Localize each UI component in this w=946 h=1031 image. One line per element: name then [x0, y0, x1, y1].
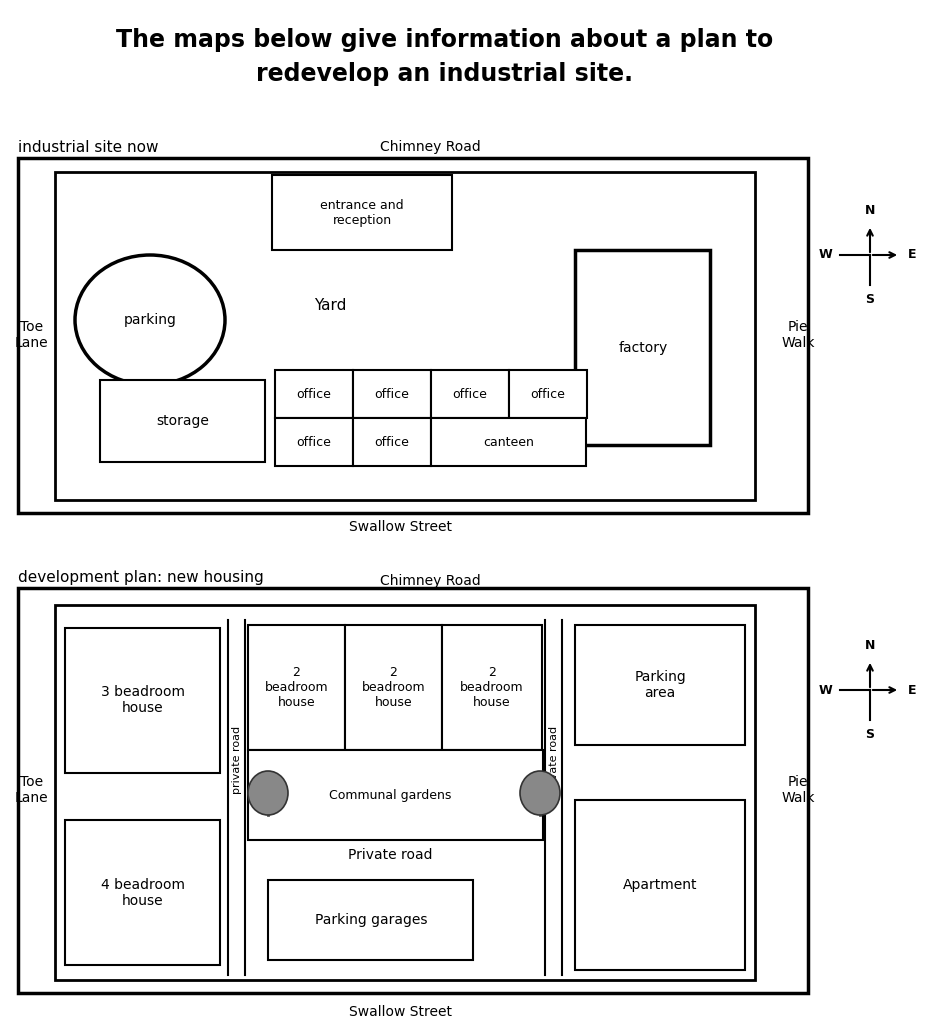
Text: canteen: canteen	[483, 435, 534, 448]
Bar	[272, 175, 452, 250]
Ellipse shape	[248, 771, 288, 814]
Text: W: W	[818, 248, 832, 262]
Bar	[345, 625, 442, 750]
Bar	[275, 370, 353, 418]
Text: private road: private road	[232, 726, 242, 794]
Bar	[65, 628, 220, 773]
Bar	[275, 418, 353, 466]
Bar	[100, 380, 265, 462]
Text: redevelop an industrial site.: redevelop an industrial site.	[256, 62, 633, 86]
Bar	[55, 605, 755, 980]
Text: private road: private road	[549, 726, 559, 794]
Bar	[442, 625, 542, 750]
Text: W: W	[818, 684, 832, 697]
Text: entrance and
reception: entrance and reception	[320, 199, 404, 227]
Text: Parking
area: Parking area	[634, 670, 686, 700]
Text: Swallow Street: Swallow Street	[348, 520, 451, 534]
Bar	[353, 418, 431, 466]
Text: E: E	[908, 684, 917, 697]
Text: Chimney Road: Chimney Road	[379, 574, 481, 588]
Text: Communal gardens: Communal gardens	[329, 789, 451, 801]
Bar	[55, 172, 755, 500]
Text: office: office	[375, 435, 410, 448]
Bar	[575, 625, 745, 745]
Bar	[268, 880, 473, 960]
Bar	[353, 370, 431, 418]
Text: 3 beadroom
house: 3 beadroom house	[101, 685, 185, 716]
Text: Parking garages: Parking garages	[315, 913, 428, 927]
Text: 2
beadroom
house: 2 beadroom house	[460, 666, 524, 709]
Text: Toe
Lane: Toe Lane	[15, 320, 48, 351]
Bar	[575, 250, 710, 445]
Text: The maps below give information about a plan to: The maps below give information about a …	[116, 28, 773, 52]
Text: E: E	[908, 248, 917, 262]
Text: factory: factory	[619, 341, 668, 355]
Text: S: S	[866, 293, 874, 306]
Text: S: S	[866, 728, 874, 741]
Text: office: office	[531, 388, 566, 400]
Bar	[18, 588, 808, 993]
Text: Toe
Lane: Toe Lane	[15, 775, 48, 805]
Bar	[431, 370, 509, 418]
Text: 4 beadroom
house: 4 beadroom house	[101, 878, 185, 908]
Bar	[248, 750, 543, 840]
Text: Pie
Walk: Pie Walk	[781, 320, 815, 351]
Text: N: N	[865, 639, 875, 652]
Text: Chimney Road: Chimney Road	[379, 140, 481, 154]
Text: industrial site now: industrial site now	[18, 140, 159, 155]
Text: Private road: Private road	[348, 849, 432, 862]
Text: Pie
Walk: Pie Walk	[781, 775, 815, 805]
Bar	[18, 158, 808, 513]
Text: office: office	[452, 388, 487, 400]
Text: N: N	[865, 204, 875, 217]
Text: development plan: new housing: development plan: new housing	[18, 570, 264, 585]
Text: office: office	[375, 388, 410, 400]
Text: 2
beadroom
house: 2 beadroom house	[361, 666, 426, 709]
Text: Yard: Yard	[314, 298, 346, 312]
Ellipse shape	[520, 771, 560, 814]
Bar	[431, 418, 586, 466]
Text: storage: storage	[156, 414, 209, 428]
Bar	[65, 820, 220, 965]
Text: office: office	[296, 388, 331, 400]
Bar	[509, 370, 587, 418]
Text: Swallow Street: Swallow Street	[348, 1005, 451, 1019]
Text: parking: parking	[124, 313, 177, 327]
Bar	[575, 800, 745, 970]
Bar	[248, 625, 345, 750]
Text: office: office	[296, 435, 331, 448]
Text: 2
beadroom
house: 2 beadroom house	[265, 666, 328, 709]
Text: Apartment: Apartment	[622, 878, 697, 892]
